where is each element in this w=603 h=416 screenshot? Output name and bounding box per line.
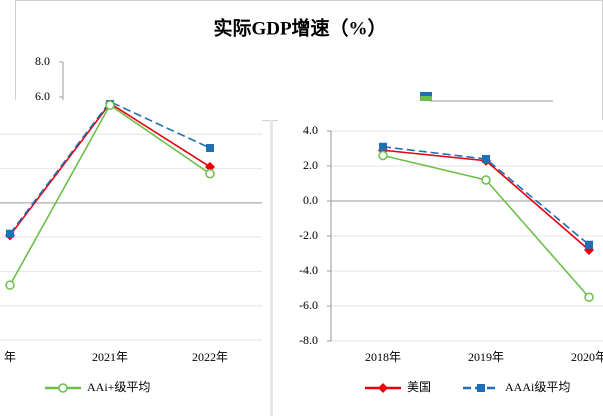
legend-marker [477,384,485,392]
x-tick-label: 年 [4,350,16,364]
legend-marker [378,383,388,393]
x-tick-label: 2019年 [468,350,504,364]
marker [105,100,115,110]
chart-panel: -8.0 -6.0 -4.0 -2.0 0.0 2.0 4.0 2018年 2019年 2020年 [299,123,603,364]
legend-label: 美国 [407,380,431,394]
y-tick-label: 0.0 [303,193,318,207]
chart-title: 实际GDP增速（%） [213,16,386,39]
x-tick-label: 2018年 [365,350,401,364]
legend-label: AAAi级平均 [505,380,570,394]
divider [270,120,273,416]
left-panel [0,100,262,416]
y-tick-label: -6.0 [299,298,318,312]
legend-marker [58,383,68,393]
marker [205,161,215,172]
x-tick-label: 2020年 [571,350,603,364]
legend-label: AAi+级平均 [87,380,150,394]
marker [585,240,593,249]
chart-panel: 8.0 6.0 [35,54,64,103]
series-line [9,100,211,235]
marker [482,155,490,163]
marker [379,142,387,151]
y-tick-label: -2.0 [299,228,318,242]
y-tick-label: 6.0 [35,89,50,103]
y-tick-label: 4.0 [303,123,318,137]
y-tick-label: 2.0 [303,158,318,172]
marker [378,150,388,161]
y-tick-label: -8.0 [299,333,318,347]
x-tick-label: 2022年 [192,350,228,364]
right-panel [278,120,603,416]
marker [205,168,215,179]
marker [584,292,594,302]
marker [481,175,491,185]
y-tick-label: 8.0 [35,54,50,68]
marker [206,144,214,152]
y-tick-label: -4.0 [299,263,318,277]
legend-fragment [420,96,432,101]
chart-panel: 年 2021年 2022年 [0,100,262,364]
marker [5,280,15,290]
x-tick-label: 2021年 [92,350,128,364]
marker [6,229,14,238]
